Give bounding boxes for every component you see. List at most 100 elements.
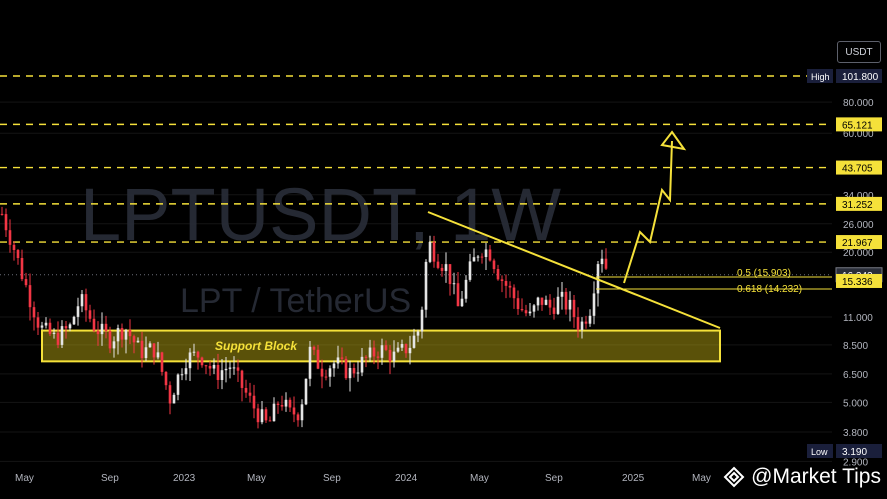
candle-body — [388, 349, 392, 362]
candle-body — [284, 399, 288, 407]
breakout-path-arrow — [623, 140, 673, 284]
candle-body — [584, 321, 588, 324]
candle-body — [476, 256, 480, 258]
candle-body — [80, 294, 84, 307]
candle-body — [568, 299, 572, 310]
candle-body — [84, 294, 88, 311]
candle-body — [28, 285, 32, 308]
candle-body — [552, 307, 556, 314]
candle-body — [400, 344, 404, 348]
price-tick-label: 60.000 — [843, 129, 874, 140]
candle-body — [376, 356, 380, 358]
candle-body — [52, 332, 56, 334]
candle-body — [520, 309, 524, 311]
candle-body — [20, 258, 24, 280]
candle-body — [500, 279, 504, 281]
candle-body — [68, 324, 72, 329]
candle-body — [64, 326, 68, 329]
candle-body — [572, 299, 576, 318]
candle-body — [452, 283, 456, 285]
time-tick-label: Sep — [323, 473, 341, 484]
candle-body — [336, 357, 340, 364]
candle-body — [252, 395, 256, 409]
price-tag-bg — [836, 69, 882, 83]
price-tag-label-bg — [807, 69, 833, 83]
price-tag-bg — [836, 160, 882, 175]
fib-label: 0.618 (14.232) — [737, 284, 802, 295]
candle-body — [364, 356, 368, 358]
candle-body — [120, 328, 124, 340]
price-tag-label: Low — [811, 447, 828, 457]
quote-unit-chip[interactable]: USDT — [837, 41, 881, 63]
candle-body — [12, 244, 16, 251]
candle-body — [288, 399, 292, 408]
candle-body — [508, 285, 512, 288]
fib-label: 0.5 (15.903) — [737, 268, 791, 279]
candle-body — [140, 340, 144, 359]
price-tick-label: 11.000 — [843, 313, 873, 324]
candle-body — [256, 408, 260, 423]
candle-body — [576, 317, 580, 330]
candle-body — [224, 368, 228, 371]
candle-body — [484, 249, 488, 257]
brand-name: @Market Tips — [751, 465, 881, 488]
symbol-watermark: LPTUSDT, 1W — [80, 173, 561, 256]
price-tag: 101.800 — [842, 72, 879, 83]
candle-body — [136, 340, 140, 343]
time-tick-label: Sep — [545, 473, 563, 484]
candle-body — [492, 260, 496, 270]
brand-signature: @Market Tips — [723, 465, 881, 489]
time-axis[interactable]: May Sep 2023 May Sep 2024 May Sep 2025 May — [15, 473, 711, 484]
candle-body — [304, 378, 308, 405]
candle-body — [296, 414, 300, 421]
candle-body — [8, 230, 12, 245]
candle-body — [536, 297, 540, 306]
candle-body — [208, 365, 212, 369]
candle-body — [432, 241, 436, 262]
candle-body — [444, 264, 448, 271]
candle-body — [416, 331, 420, 336]
candle-body — [440, 267, 444, 271]
candle-body — [456, 283, 460, 307]
candle-body — [448, 264, 452, 285]
time-tick-label: 2024 — [395, 473, 418, 484]
candle-body — [600, 258, 604, 265]
candle-body — [260, 409, 264, 423]
candle-body — [468, 261, 472, 280]
candle-body — [340, 357, 344, 359]
candle-body — [320, 368, 324, 377]
candle-body — [48, 322, 52, 334]
candle-body — [392, 351, 396, 362]
time-tick-label: May — [692, 473, 711, 484]
candle-body — [352, 367, 356, 374]
descending-trendline — [427, 211, 721, 329]
candle-body — [268, 420, 272, 422]
candle-body — [280, 405, 284, 407]
candle-body — [132, 336, 136, 343]
price-tag: 31.252 — [842, 200, 873, 211]
price-tag: 15.336 — [842, 277, 873, 288]
candle-body — [60, 326, 64, 345]
candle-body — [192, 351, 196, 353]
candle-body — [128, 330, 132, 337]
candle-body — [428, 241, 432, 262]
candle-body — [308, 346, 312, 379]
candle-body — [368, 347, 372, 358]
candle-body — [4, 214, 8, 231]
price-tag-bg — [836, 273, 882, 288]
price-axis[interactable]: 80.000 60.000 34.000 26.000 20.000 11.000 8.50… — [807, 69, 883, 468]
candle-body — [188, 352, 192, 369]
candle-body — [396, 347, 400, 352]
candle-body — [32, 307, 36, 318]
fib-levels: 0.5 (15.903) 0.618 (14.232) — [596, 268, 832, 295]
candle-body — [104, 323, 108, 331]
candle-body — [420, 309, 424, 332]
candle-body — [412, 335, 416, 348]
candle-body — [56, 332, 60, 345]
chart-grid — [0, 101, 832, 462]
candle-body — [220, 370, 224, 380]
candle-body — [176, 374, 180, 395]
price-tag-bg — [836, 117, 882, 132]
candle-body — [532, 305, 536, 312]
